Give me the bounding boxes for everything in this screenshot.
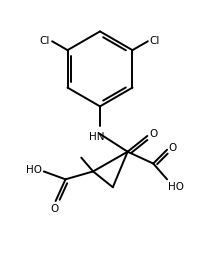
Text: Cl: Cl [150,36,160,46]
Text: O: O [168,143,176,153]
Text: O: O [51,204,59,214]
Text: HO: HO [26,165,42,175]
Text: Cl: Cl [40,36,50,46]
Text: HO: HO [168,182,184,192]
Text: HN: HN [89,132,105,142]
Text: O: O [149,129,158,139]
